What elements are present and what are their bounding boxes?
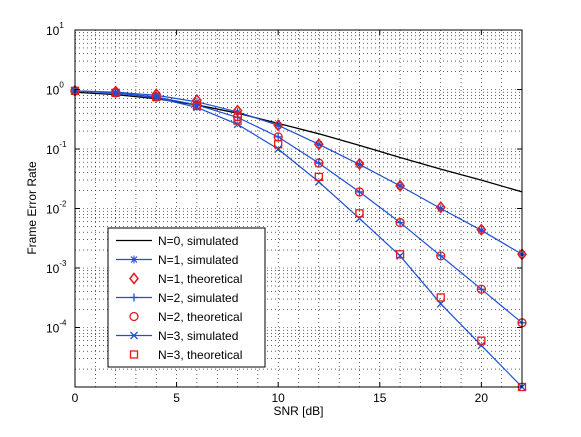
data-point — [314, 158, 324, 168]
data-point — [233, 107, 242, 116]
data-point — [436, 251, 445, 260]
legend-entry: N=1, theoretical — [129, 272, 242, 286]
x-tick-label: 10 — [272, 391, 286, 405]
x-tick-label: 15 — [373, 391, 387, 405]
data-point — [355, 160, 364, 169]
data-point — [435, 201, 446, 214]
y-axis-label: Frame Error Rate — [25, 161, 39, 255]
data-point — [274, 132, 283, 141]
data-point — [436, 293, 445, 302]
data-point — [354, 157, 365, 171]
series-line — [74, 90, 523, 388]
data-point — [396, 218, 405, 227]
data-point — [395, 250, 405, 259]
legend-label: N=1, theoretical — [158, 272, 242, 286]
series-lines — [74, 90, 523, 388]
x-tick-label: 20 — [475, 391, 489, 405]
data-point — [436, 204, 445, 213]
data-point — [129, 311, 139, 322]
series-line — [74, 91, 523, 193]
data-point — [273, 119, 284, 132]
legend-label: N=2, theoretical — [158, 310, 242, 324]
data-point — [313, 138, 324, 151]
x-tick-label: 5 — [173, 391, 180, 405]
data-point — [233, 116, 242, 125]
data-point — [130, 331, 138, 340]
legend-label: N=2, simulated — [158, 291, 238, 305]
legend-entry: N=0, simulated — [116, 234, 238, 248]
data-point — [314, 159, 323, 168]
legend-label: N=1, simulated — [158, 253, 238, 267]
data-point — [130, 255, 138, 264]
data-point — [274, 145, 283, 153]
legend-label: N=3, simulated — [158, 329, 238, 343]
data-point — [129, 350, 139, 359]
legend-entry: N=1, simulated — [116, 253, 238, 267]
data-point — [477, 285, 486, 294]
data-point — [477, 341, 486, 350]
data-point — [477, 336, 486, 345]
legend-entry: N=2, simulated — [116, 291, 238, 305]
data-point — [477, 226, 486, 235]
legend: N=0, simulated N=1, simulated N=1, theoret… — [107, 227, 266, 368]
data-point — [192, 101, 202, 111]
legend-entry: N=2, theoretical — [129, 310, 242, 324]
data-point — [354, 187, 365, 197]
data-point — [130, 293, 138, 302]
data-point — [355, 187, 364, 196]
legend-entry: N=3, simulated — [116, 329, 238, 343]
data-point — [274, 140, 283, 149]
x-tick-label: 0 — [72, 391, 79, 405]
data-point — [476, 284, 487, 294]
data-point — [314, 177, 323, 186]
data-point — [111, 88, 120, 97]
series-marker-group — [71, 86, 526, 327]
data-point — [152, 92, 161, 102]
data-point — [395, 217, 405, 228]
data-point — [355, 214, 364, 223]
legend-entry: N=3, theoretical — [129, 348, 242, 362]
series-line — [74, 90, 523, 255]
data-point — [111, 89, 120, 98]
data-point — [476, 223, 487, 236]
grid — [75, 30, 522, 387]
data-point — [314, 172, 323, 182]
data-point — [274, 121, 283, 130]
x-axis-label: SNR [dB] — [273, 404, 323, 418]
data-point — [355, 209, 364, 218]
series-line — [74, 90, 523, 324]
data-point — [395, 179, 406, 193]
legend-label: N=0, simulated — [158, 234, 238, 248]
legend-label: N=3, theoretical — [158, 348, 242, 362]
data-point — [129, 272, 139, 285]
data-point — [314, 140, 323, 149]
data-point — [436, 251, 446, 261]
data-point — [396, 181, 405, 190]
